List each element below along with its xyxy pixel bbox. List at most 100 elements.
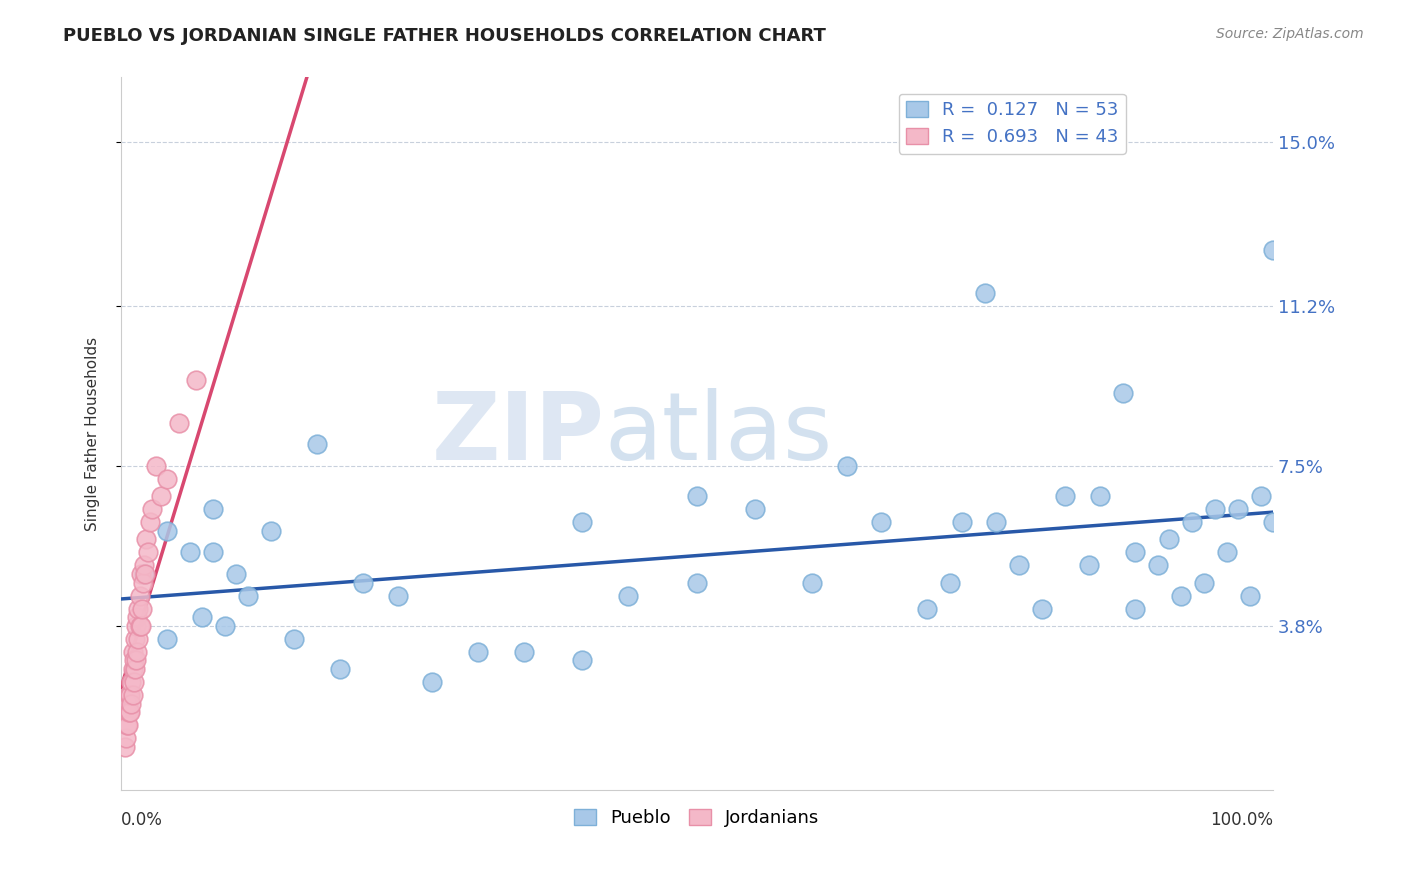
Point — [115, 718, 138, 732]
Point — [973, 286, 995, 301]
Point — [283, 632, 305, 646]
Legend: Pueblo, Jordanians: Pueblo, Jordanians — [567, 802, 827, 834]
Point — [352, 575, 374, 590]
Point — [387, 589, 409, 603]
Point — [571, 653, 593, 667]
Point — [420, 675, 443, 690]
Point — [121, 697, 143, 711]
Point — [329, 662, 352, 676]
Point — [156, 472, 179, 486]
Point — [129, 619, 152, 633]
Point — [118, 705, 141, 719]
Point — [134, 567, 156, 582]
Point — [122, 653, 145, 667]
Point — [571, 515, 593, 529]
Text: atlas: atlas — [605, 388, 834, 480]
Point — [917, 601, 939, 615]
Point — [744, 502, 766, 516]
Point — [125, 619, 148, 633]
Point — [513, 645, 536, 659]
Point — [121, 662, 143, 676]
Point — [136, 545, 159, 559]
Point — [1123, 601, 1146, 615]
Point — [127, 632, 149, 646]
Point — [1112, 385, 1135, 400]
Point — [118, 688, 141, 702]
Point — [202, 502, 225, 516]
Point — [117, 718, 139, 732]
Point — [167, 416, 190, 430]
Point — [120, 705, 142, 719]
Point — [617, 589, 640, 603]
Text: Source: ZipAtlas.com: Source: ZipAtlas.com — [1216, 27, 1364, 41]
Point — [467, 645, 489, 659]
Point — [1250, 489, 1272, 503]
Point — [184, 373, 207, 387]
Point — [1088, 489, 1111, 503]
Point — [1204, 502, 1226, 516]
Point — [122, 675, 145, 690]
Point — [950, 515, 973, 529]
Point — [986, 515, 1008, 529]
Point — [132, 575, 155, 590]
Point — [134, 558, 156, 573]
Point — [121, 675, 143, 690]
Point — [225, 567, 247, 582]
Point — [686, 575, 709, 590]
Point — [236, 589, 259, 603]
Point — [1215, 545, 1237, 559]
Point — [128, 589, 150, 603]
Point — [1123, 545, 1146, 559]
Point — [1227, 502, 1250, 516]
Point — [1077, 558, 1099, 573]
Point — [202, 545, 225, 559]
Point — [120, 688, 142, 702]
Point — [141, 502, 163, 516]
Point — [121, 688, 143, 702]
Point — [121, 645, 143, 659]
Point — [135, 533, 157, 547]
Point — [156, 632, 179, 646]
Text: PUEBLO VS JORDANIAN SINGLE FATHER HOUSEHOLDS CORRELATION CHART: PUEBLO VS JORDANIAN SINGLE FATHER HOUSEH… — [63, 27, 827, 45]
Text: 0.0%: 0.0% — [121, 812, 163, 830]
Point — [134, 567, 156, 582]
Point — [129, 567, 152, 582]
Point — [939, 575, 962, 590]
Point — [1261, 515, 1284, 529]
Point — [1181, 515, 1204, 529]
Point — [1261, 243, 1284, 257]
Point — [801, 575, 824, 590]
Point — [686, 489, 709, 503]
Point — [190, 610, 212, 624]
Point — [139, 515, 162, 529]
Point — [1159, 533, 1181, 547]
Point — [1008, 558, 1031, 573]
Point — [128, 619, 150, 633]
Point — [1054, 489, 1077, 503]
Point — [214, 619, 236, 633]
Point — [1170, 589, 1192, 603]
Point — [114, 731, 136, 745]
Point — [835, 458, 858, 473]
Point — [131, 601, 153, 615]
Point — [156, 524, 179, 538]
Point — [145, 458, 167, 473]
Text: ZIP: ZIP — [432, 388, 605, 480]
Point — [260, 524, 283, 538]
Point — [114, 739, 136, 754]
Point — [124, 662, 146, 676]
Point — [127, 610, 149, 624]
Point — [124, 632, 146, 646]
Y-axis label: Single Father Households: Single Father Households — [86, 336, 100, 531]
Point — [127, 645, 149, 659]
Point — [125, 653, 148, 667]
Point — [150, 489, 173, 503]
Point — [305, 437, 328, 451]
Point — [1031, 601, 1053, 615]
Point — [1239, 589, 1261, 603]
Point — [870, 515, 893, 529]
Point — [179, 545, 201, 559]
Point — [117, 697, 139, 711]
Point — [1192, 575, 1215, 590]
Text: 100.0%: 100.0% — [1209, 812, 1272, 830]
